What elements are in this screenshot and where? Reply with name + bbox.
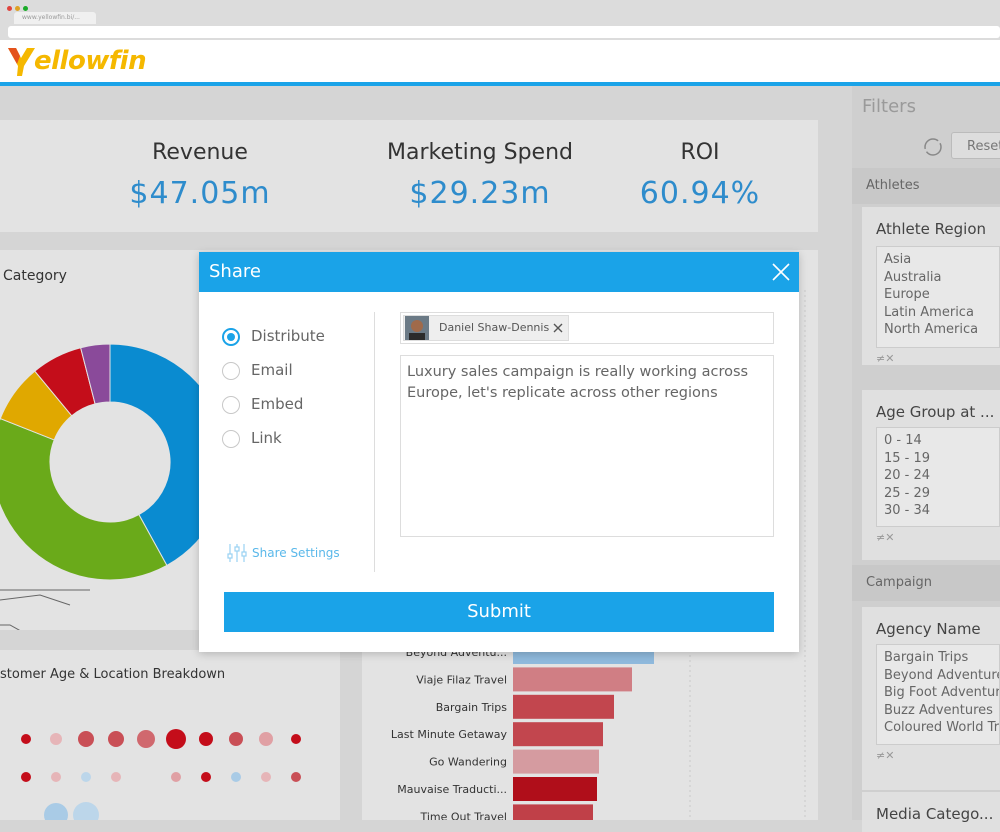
filter-item[interactable]: Bargain Trips: [884, 650, 969, 665]
message-box[interactable]: Luxury sales campaign is really working …: [400, 355, 774, 537]
radio-label: Embed: [251, 395, 304, 413]
filter-item[interactable]: Beyond Adventure T: [884, 667, 1000, 683]
bar-label: Viaje Filaz Travel: [416, 673, 507, 686]
filter-item[interactable]: Australia: [884, 269, 942, 285]
logo-text: ellowfin: [34, 46, 147, 76]
bar: [513, 694, 614, 719]
dialog-title: Share: [209, 261, 261, 282]
message-line: Luxury sales campaign is really working …: [407, 364, 749, 380]
radio-button[interactable]: [222, 396, 240, 414]
window-dot[interactable]: [23, 6, 28, 11]
filter-list[interactable]: Asia Australia Europe Latin America North Am…: [876, 246, 1000, 348]
filter-title: Age Group at ...: [876, 403, 995, 421]
bar-label: Last Minute Getaway: [391, 728, 508, 741]
recipient-field[interactable]: [400, 312, 774, 344]
filter-item[interactable]: Asia: [884, 252, 912, 267]
bar: [513, 667, 632, 692]
bar-label: Go Wandering: [429, 756, 507, 769]
kpi-label: Marketing Spend: [386, 140, 573, 165]
radio-button[interactable]: [222, 362, 240, 380]
submit-button[interactable]: Submit: [224, 592, 774, 632]
share-settings-link[interactable]: Share Settings: [252, 546, 340, 560]
donut-segment: [0, 417, 168, 581]
refresh-icon[interactable]: [922, 136, 944, 158]
header-rule: [0, 82, 1000, 86]
radio-label: Link: [251, 429, 282, 447]
window-dot[interactable]: [7, 6, 12, 11]
radio-label: Distribute: [251, 327, 325, 345]
filter-title: Media Catego...: [876, 805, 994, 823]
kpi-label: Revenue: [152, 140, 248, 165]
donut-segment: [80, 343, 111, 405]
settings-icon[interactable]: [226, 542, 248, 564]
bar: [513, 777, 597, 801]
radio-button[interactable]: [222, 328, 240, 346]
filter-title: Athlete Region: [876, 220, 987, 238]
kpi-value: 60.94%: [639, 176, 761, 211]
section-title: Campaign: [866, 575, 933, 590]
header: [0, 40, 1000, 82]
filter-item[interactable]: North America: [884, 322, 979, 338]
filters-title: Filters: [862, 96, 916, 117]
divider: [374, 312, 375, 572]
filter-actions[interactable]: ≠✕: [876, 531, 895, 544]
recipient-name: Daniel Shaw-Dennis: [439, 321, 550, 334]
filter-item[interactable]: Big Foot Adventures: [884, 685, 1000, 701]
logo-mark: [8, 48, 35, 76]
browser-tab[interactable]: www.yellowfin.bi/...: [14, 12, 96, 24]
bar-label: Time Out Travel: [419, 810, 507, 820]
filter-actions[interactable]: ≠✕: [876, 749, 895, 762]
kpi-label: ROI: [680, 140, 720, 165]
donut-chart: [0, 343, 229, 630]
bar: [513, 804, 593, 820]
dot-matrix: [21, 729, 301, 820]
filter-item[interactable]: Buzz Adventures: [884, 702, 993, 718]
address-bar[interactable]: [8, 26, 1000, 38]
kpi-value: $29.23m: [409, 176, 551, 211]
kpi-value: $47.05m: [129, 176, 271, 211]
section-title: Athletes: [866, 178, 920, 193]
filter-item[interactable]: Latin America: [884, 304, 974, 320]
filter-item[interactable]: 15 - 19: [884, 450, 931, 466]
radio-button[interactable]: [222, 430, 240, 448]
panel-title: stomer Age & Location Breakdown: [0, 667, 226, 682]
leader-lines: [0, 589, 90, 630]
dialog-header: [199, 252, 799, 292]
filter-list[interactable]: Bargain Trips Beyond Adventure T Big Foot …: [876, 644, 1000, 745]
remove-recipient[interactable]: [553, 323, 563, 333]
panel-title: Category: [3, 268, 67, 284]
avatar: [405, 316, 429, 340]
filter-list[interactable]: 0 - 14 15 - 19 20 - 24 25 - 29 30 - 34: [876, 427, 1000, 527]
filter-section: [852, 565, 1000, 601]
filter-item[interactable]: 20 - 24: [884, 468, 931, 484]
recipient-chip: [403, 315, 569, 341]
donut-segment: [109, 343, 229, 567]
kpi-panel: [0, 120, 818, 232]
close-button[interactable]: [771, 262, 791, 282]
bar: [513, 722, 603, 747]
filter-section: [852, 168, 1000, 204]
radio-label: Email: [251, 361, 293, 379]
bar: [513, 749, 599, 774]
filter-item[interactable]: Europe: [884, 287, 930, 303]
bar-label: Mauvaise Traducti...: [397, 783, 507, 796]
filter-actions[interactable]: ≠✕: [876, 352, 895, 365]
filter-title: Agency Name: [876, 620, 981, 638]
filter-item[interactable]: 25 - 29: [884, 485, 931, 501]
reset-button[interactable]: Reset: [951, 132, 1000, 159]
filter-item[interactable]: 30 - 34: [884, 503, 931, 519]
filter-item[interactable]: 0 - 14: [884, 433, 922, 448]
bar-label: Bargain Trips: [436, 701, 508, 714]
window-dot[interactable]: [15, 6, 20, 11]
dots: [21, 729, 301, 820]
message-line: Europe, let's replicate across other reg…: [407, 385, 718, 401]
filter-item[interactable]: Coloured World Tra: [884, 720, 1000, 736]
